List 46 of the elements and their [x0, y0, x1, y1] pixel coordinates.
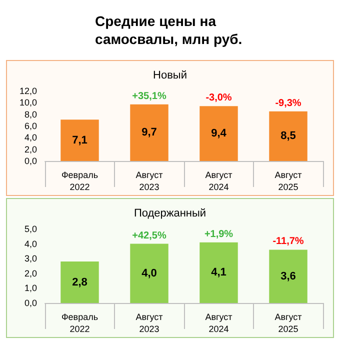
y-tick-label: 10,0 — [19, 98, 37, 108]
x-tick-label: Август 2025 — [274, 170, 302, 192]
bar — [269, 111, 308, 161]
y-tick-label: 6,0 — [24, 121, 37, 131]
annotation: -11,7% — [272, 236, 304, 248]
y-tick-label: 1,0 — [24, 283, 37, 294]
data-label: 9,7 — [142, 126, 157, 139]
annotation: -9,3% — [275, 98, 302, 109]
chart-subtitle: Новый — [153, 70, 187, 82]
y-tick-label: 8,0 — [24, 109, 37, 120]
bar — [269, 250, 308, 303]
data-label: 3,6 — [280, 270, 296, 282]
bar — [60, 262, 99, 303]
data-label: 4,1 — [211, 266, 226, 279]
y-tick-label: 0,0 — [24, 298, 37, 308]
bar — [200, 106, 238, 161]
chart-title: Средние цены на самосвалы, млн руб. — [95, 12, 244, 48]
data-label: 4,0 — [142, 267, 157, 280]
x-tick-label: Август 2024 — [205, 312, 232, 334]
data-label: 8,5 — [280, 130, 296, 142]
y-tick-label: 4,0 — [24, 238, 37, 249]
bar — [200, 242, 238, 303]
y-tick-label: 5,0 — [24, 224, 37, 234]
data-label: 2,8 — [72, 276, 88, 288]
x-tick-label: Август 2023 — [136, 170, 163, 192]
annotation: +1,9% — [204, 228, 234, 240]
x-tick-label: Февраль 2022 — [61, 170, 98, 192]
data-label: 7,1 — [72, 134, 88, 146]
y-tick-label: 2,0 — [24, 268, 37, 278]
data-label: 9,4 — [211, 128, 228, 140]
chart-title: Подержанный — [134, 208, 206, 220]
annotation: +35,1% — [132, 90, 166, 102]
bar — [130, 244, 168, 303]
annotation: -3,0% — [206, 92, 232, 104]
x-tick-label: Август 2024 — [205, 170, 232, 192]
y-tick-label: 3,0 — [24, 254, 37, 264]
y-tick-label: 12,0 — [19, 86, 37, 96]
y-tick-label: 4,0 — [24, 132, 37, 143]
bar — [130, 104, 168, 161]
y-tick-label: 0,0 — [24, 156, 37, 166]
x-tick-label: Февраль 2022 — [61, 312, 98, 334]
annotation: +42,5% — [132, 230, 166, 242]
bar — [60, 120, 99, 161]
x-tick-label: Август 2023 — [136, 312, 163, 334]
y-tick-label: 2,0 — [24, 144, 37, 154]
x-tick-label: Август 2025 — [274, 312, 302, 334]
